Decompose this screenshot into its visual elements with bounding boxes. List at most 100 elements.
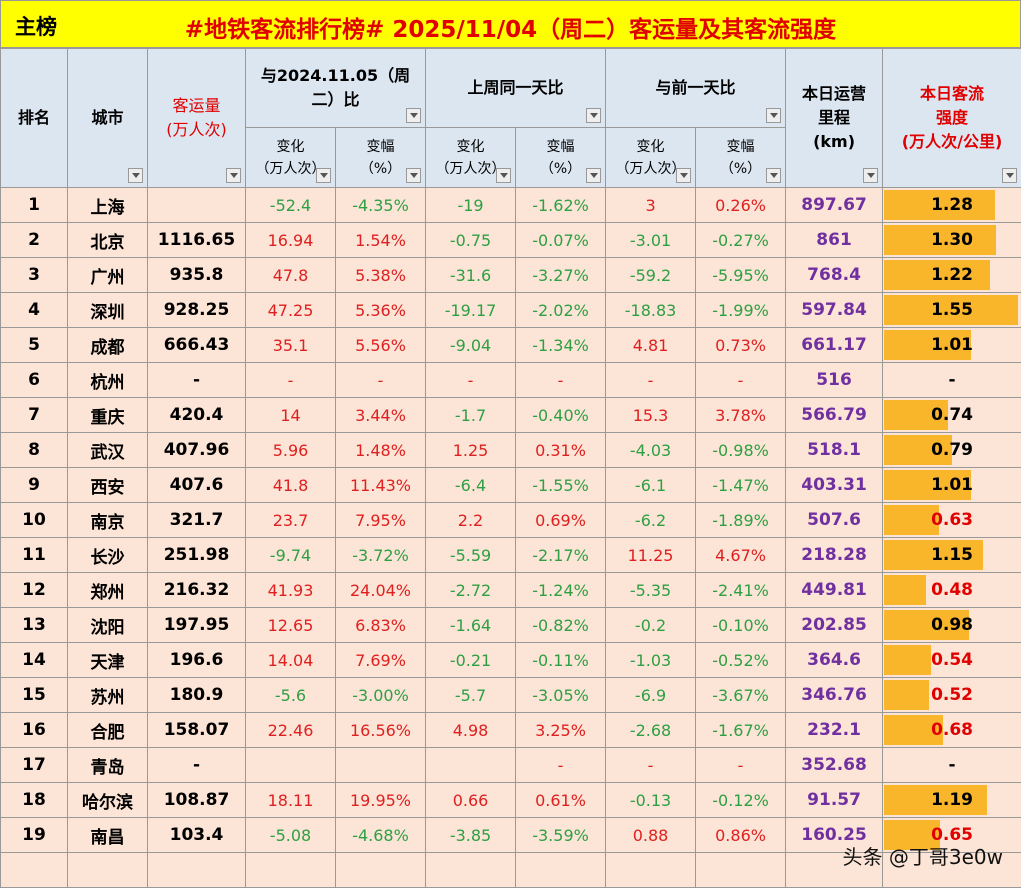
cell: 0.31% bbox=[515, 432, 607, 468]
cell-text: 14 bbox=[280, 405, 301, 425]
intensity-bar bbox=[884, 470, 972, 500]
cell-text: 11.43% bbox=[350, 475, 412, 495]
cell-text: - bbox=[737, 755, 744, 775]
filter[interactable] bbox=[1002, 168, 1018, 183]
cell: 407.96 bbox=[147, 432, 246, 468]
cell-text: 北京 bbox=[90, 232, 125, 253]
cell: 0.48 bbox=[882, 572, 1021, 608]
cell-text: - bbox=[287, 370, 294, 390]
cell: 1.01 bbox=[882, 467, 1021, 503]
cell: 41.93 bbox=[245, 572, 336, 608]
filter[interactable] bbox=[406, 108, 422, 123]
cell bbox=[67, 852, 148, 888]
cell: - bbox=[147, 747, 246, 783]
cell: 上海 bbox=[67, 187, 148, 223]
sub-header: 变化 （万人次） bbox=[605, 127, 697, 188]
intensity-value: 1.22 bbox=[931, 265, 974, 285]
cell-text: 22.46 bbox=[267, 720, 314, 740]
cell-text: 197.95 bbox=[163, 615, 230, 635]
intensity-bar bbox=[884, 680, 929, 710]
cell-text: -5.08 bbox=[269, 825, 312, 845]
cell: -1.7 bbox=[425, 397, 517, 433]
cell-text: -52.4 bbox=[269, 195, 312, 215]
cell-text: -5.6 bbox=[274, 685, 307, 705]
cell-text: -19 bbox=[457, 195, 484, 215]
filter[interactable] bbox=[766, 108, 782, 123]
cell-text: 0.69% bbox=[535, 510, 586, 530]
table-row: 7 重庆 420.4 14 3.44% -1.7 -0.40% 15.3 3.78% 566.79… bbox=[0, 397, 1021, 433]
cell: -9.74 bbox=[245, 537, 336, 573]
filter[interactable] bbox=[586, 168, 602, 183]
cell: -4.68% bbox=[334, 817, 427, 853]
cell: 516 bbox=[785, 362, 884, 398]
filter[interactable] bbox=[766, 168, 782, 183]
cell: -0.82% bbox=[515, 607, 607, 643]
cell-text: 3.25% bbox=[535, 720, 586, 740]
cell: 0.98 bbox=[882, 607, 1021, 643]
cell: 0.66 bbox=[425, 782, 517, 818]
filter[interactable] bbox=[128, 168, 143, 183]
cell-text: 158.07 bbox=[163, 720, 230, 740]
sub-header-text: 变幅 （%） bbox=[359, 138, 402, 177]
cell-text: 861 bbox=[816, 230, 852, 250]
cell bbox=[695, 852, 787, 888]
cell: 长沙 bbox=[67, 537, 148, 573]
cell-text: 91.57 bbox=[807, 790, 861, 810]
cell: 2.2 bbox=[425, 502, 517, 538]
cell: 216.32 bbox=[147, 572, 246, 608]
cell: -0.10% bbox=[695, 607, 787, 643]
cell-text: 3 bbox=[28, 265, 40, 285]
cell-text: 407.96 bbox=[163, 440, 230, 460]
cell-text: -0.27% bbox=[712, 230, 769, 250]
cell-text: 13 bbox=[22, 615, 46, 635]
cell-text: -0.75 bbox=[449, 230, 492, 250]
cell: 3.25% bbox=[515, 712, 607, 748]
intensity-bar bbox=[884, 260, 990, 290]
intensity-bar bbox=[884, 540, 984, 570]
filter[interactable] bbox=[406, 168, 422, 183]
cell: -1.99% bbox=[695, 292, 787, 328]
cell: 91.57 bbox=[785, 782, 884, 818]
cell-text: - bbox=[557, 370, 564, 390]
cell: 0.61% bbox=[515, 782, 607, 818]
cell: -2.17% bbox=[515, 537, 607, 573]
cell: -1.64 bbox=[425, 607, 517, 643]
cell: - bbox=[245, 362, 336, 398]
filter[interactable] bbox=[586, 108, 602, 123]
filter[interactable] bbox=[676, 168, 692, 183]
filter[interactable] bbox=[496, 168, 512, 183]
cell: 1.54% bbox=[334, 222, 427, 258]
cell-text: - bbox=[192, 370, 201, 390]
cell-text: 16 bbox=[22, 720, 46, 740]
cell-text: 1116.65 bbox=[157, 230, 236, 250]
cell: 西安 bbox=[67, 467, 148, 503]
table-row: 11 长沙 251.98 -9.74 -3.72% -5.59 -2.17% 11.25 4.6… bbox=[0, 537, 1021, 573]
intensity-value: 0.98 bbox=[931, 615, 974, 635]
cell: 18.11 bbox=[245, 782, 336, 818]
intensity-value: - bbox=[948, 755, 956, 775]
filter[interactable] bbox=[863, 168, 879, 183]
header-city: 城市 bbox=[67, 48, 148, 188]
cell: 深圳 bbox=[67, 292, 148, 328]
filter[interactable] bbox=[316, 168, 331, 183]
cell: 666.43 bbox=[147, 327, 246, 363]
cell-text: 11.25 bbox=[627, 545, 674, 565]
header-rank: 排名 bbox=[0, 48, 68, 188]
cell bbox=[0, 852, 68, 888]
cell: 广州 bbox=[67, 257, 148, 293]
cell: 47.25 bbox=[245, 292, 336, 328]
sub-header: 变幅 （%） bbox=[334, 127, 427, 188]
cell-text: -5.59 bbox=[449, 545, 492, 565]
cell: 9 bbox=[0, 467, 68, 503]
cell-text: 661.17 bbox=[801, 335, 867, 355]
cell: 北京 bbox=[67, 222, 148, 258]
cell-text: 4 bbox=[28, 300, 40, 320]
cell: 0.88 bbox=[605, 817, 697, 853]
cell: 0.65 bbox=[882, 817, 1021, 853]
table-row: 5 成都 666.43 35.1 5.56% -9.04 -1.34% 4.81 0.73% 66… bbox=[0, 327, 1021, 363]
cell-text: 7 bbox=[28, 405, 40, 425]
filter[interactable] bbox=[226, 168, 241, 183]
cell: -1.62% bbox=[515, 187, 607, 223]
cell: 1.01 bbox=[882, 327, 1021, 363]
cell: -3.00% bbox=[334, 677, 427, 713]
